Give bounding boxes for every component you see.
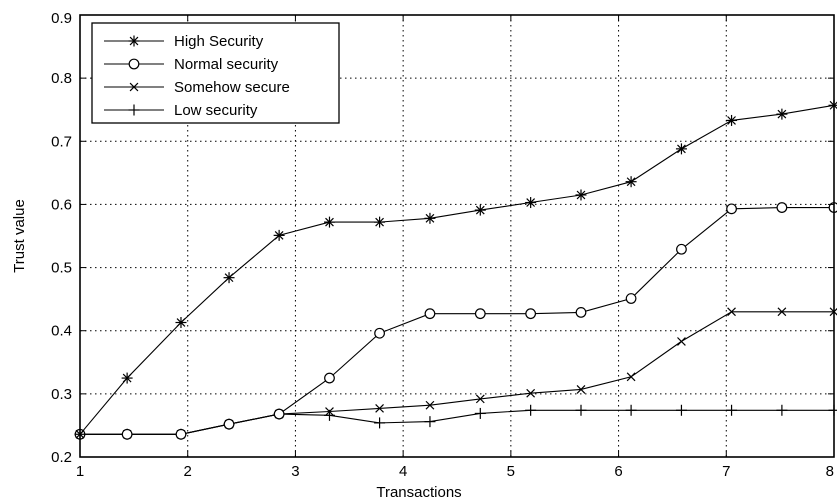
legend-marker-somehow-secure xyxy=(129,82,139,92)
x-tick-label: 1 xyxy=(76,463,84,480)
data-point-normal-security xyxy=(175,428,187,440)
data-point-normal-security xyxy=(525,308,537,320)
data-point-somehow-secure xyxy=(576,385,586,394)
data-point-normal-security xyxy=(273,408,285,420)
data-point-normal-security xyxy=(676,243,687,255)
legend-item-high-security: High Security xyxy=(104,33,264,50)
series-line-high-security xyxy=(79,104,835,435)
x-tick-label: 7 xyxy=(722,463,730,480)
legend-marker-high-security xyxy=(128,35,140,47)
series-somehow-secure xyxy=(75,307,837,439)
y-tick-label: 0.4 xyxy=(51,323,72,340)
data-point-normal-security xyxy=(324,372,335,384)
x-tick-label: 8 xyxy=(826,463,834,480)
data-point-low-security xyxy=(625,404,637,416)
data-point-high-security xyxy=(675,143,687,155)
data-point-high-security xyxy=(525,197,537,209)
data-point-normal-security xyxy=(776,202,788,213)
y-tick-label: 0.9 xyxy=(51,10,72,27)
data-point-high-security xyxy=(828,99,837,111)
data-point-high-security xyxy=(424,212,436,224)
data-point-normal-security xyxy=(121,428,133,440)
legend-item-normal-security: Normal security xyxy=(104,56,279,73)
x-axis-label: Transactions xyxy=(376,484,461,499)
series-high-security xyxy=(74,99,837,440)
data-point-high-security xyxy=(323,216,335,228)
data-point-somehow-secure xyxy=(727,307,736,317)
series-low-security xyxy=(74,404,837,440)
x-tick-label: 2 xyxy=(184,463,192,480)
legend-item-low-security: Low security xyxy=(104,102,258,119)
data-point-somehow-secure xyxy=(677,337,686,346)
data-point-normal-security xyxy=(424,308,436,320)
data-point-high-security xyxy=(374,216,386,228)
legend-label: Somehow secure xyxy=(174,79,290,96)
data-point-normal-security xyxy=(726,203,737,215)
data-point-high-security xyxy=(175,317,187,329)
data-point-high-security xyxy=(121,372,133,384)
legend-item-somehow-secure: Somehow secure xyxy=(104,79,290,96)
legend: High Security Normal security Somehow secu… xyxy=(91,22,340,124)
data-point-low-security xyxy=(675,404,687,416)
data-point-low-security xyxy=(726,404,738,416)
y-tick-label: 0.5 xyxy=(51,260,72,277)
series-line-normal-security xyxy=(80,207,834,435)
data-point-low-security xyxy=(374,417,386,429)
y-tick-label: 0.8 xyxy=(51,70,72,87)
data-point-normal-security xyxy=(374,327,385,339)
legend-marker-normal-security xyxy=(128,58,140,70)
data-point-high-security xyxy=(776,108,788,120)
x-tick-label: 3 xyxy=(291,463,299,480)
data-point-normal-security xyxy=(223,418,235,430)
x-tick-label: 5 xyxy=(507,463,515,480)
data-point-high-security xyxy=(726,114,738,126)
y-tick-label: 0.7 xyxy=(51,133,72,150)
series-line-somehow-secure xyxy=(80,311,834,435)
data-point-low-security xyxy=(525,404,537,416)
legend-label: Normal security xyxy=(174,56,279,73)
x-tick-label: 4 xyxy=(399,463,407,480)
data-point-somehow-secure xyxy=(526,388,536,398)
data-point-high-security xyxy=(575,189,587,201)
data-point-somehow-secure xyxy=(475,394,485,404)
data-point-high-security xyxy=(474,204,486,216)
data-point-somehow-secure xyxy=(325,407,334,416)
series-layer xyxy=(74,99,837,440)
data-point-low-security xyxy=(474,407,486,419)
series-line-low-security xyxy=(80,409,834,435)
data-point-somehow-secure xyxy=(375,403,384,413)
y-tick-label: 0.6 xyxy=(51,196,72,213)
data-point-low-security xyxy=(424,416,436,428)
data-point-low-security xyxy=(828,404,837,416)
legend-label: Low security xyxy=(174,102,258,119)
y-tick-label: 0.3 xyxy=(51,386,72,403)
x-tick-label: 6 xyxy=(614,463,622,480)
data-point-high-security xyxy=(223,272,235,284)
axis-ticks: 1 2 3 4 5 6 7 8 0.2 0.3 0.4 0.5 0.6 0.7 0.8 0.9 xyxy=(51,10,835,480)
data-point-high-security xyxy=(625,176,637,188)
data-point-somehow-secure xyxy=(425,400,435,410)
series-normal-security xyxy=(74,202,837,440)
legend-label: High Security xyxy=(174,33,264,50)
data-point-somehow-secure xyxy=(777,307,787,317)
data-point-normal-security xyxy=(474,308,486,320)
data-point-low-security xyxy=(575,404,587,416)
y-axis-label: Trust value xyxy=(11,199,28,273)
data-point-low-security xyxy=(776,404,788,416)
data-point-normal-security xyxy=(575,307,587,318)
data-point-normal-security xyxy=(625,293,637,304)
data-point-high-security xyxy=(273,229,285,241)
plot-area-frame xyxy=(79,14,835,458)
y-tick-label: 0.2 xyxy=(51,449,72,466)
data-point-somehow-secure xyxy=(626,372,636,382)
legend-marker-low-security xyxy=(128,104,140,116)
